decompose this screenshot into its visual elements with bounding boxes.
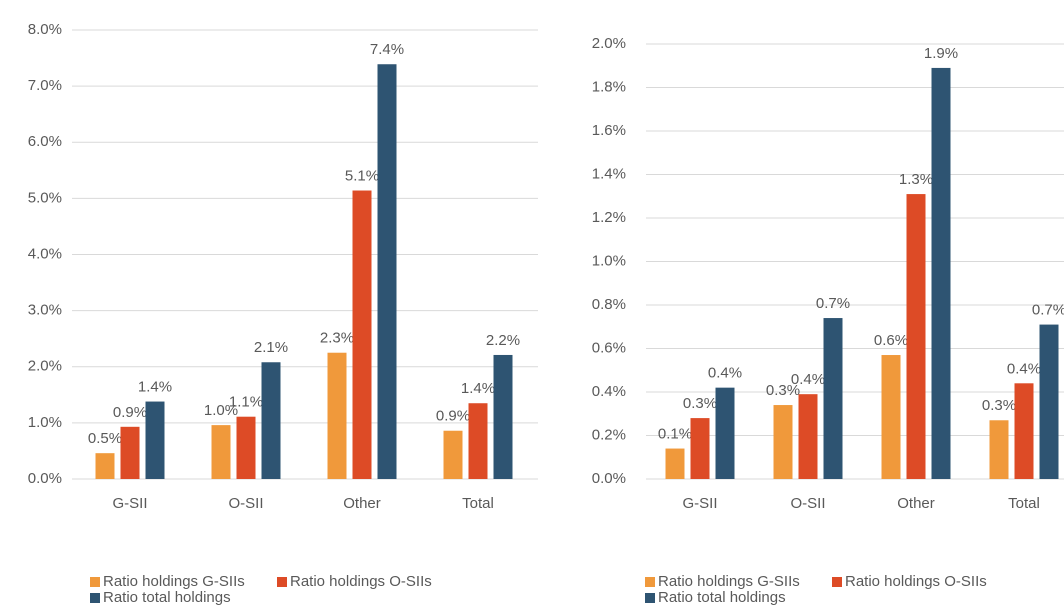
bar: [211, 425, 231, 479]
x-tick-label: Other: [897, 495, 935, 512]
data-label: 2.3%: [320, 330, 354, 347]
bar: [690, 418, 710, 479]
y-tick-label: 6.0%: [28, 133, 62, 150]
data-label: 2.1%: [254, 339, 288, 356]
y-tick-label: 1.8%: [592, 78, 626, 95]
legend-label: Ratio holdings O-SIIs: [290, 573, 432, 590]
legend-label: Ratio holdings G-SIIs: [658, 573, 800, 590]
legend-label: Ratio holdings G-SIIs: [103, 573, 245, 590]
bar: [823, 318, 843, 479]
legend-swatch: [832, 577, 842, 587]
data-label: 0.7%: [816, 295, 850, 312]
bar: [377, 64, 397, 479]
y-tick-label: 3.0%: [28, 302, 62, 319]
data-label: 2.2%: [486, 332, 520, 349]
bar: [1039, 324, 1059, 479]
data-label: 1.0%: [204, 402, 238, 419]
data-label: 0.4%: [708, 365, 742, 382]
bar: [468, 403, 488, 479]
y-tick-label: 1.4%: [592, 165, 626, 182]
bar: [327, 352, 347, 479]
bar: [236, 416, 256, 479]
data-label: 5.1%: [345, 167, 379, 184]
x-tick-label: G-SII: [112, 495, 147, 512]
data-label: 0.9%: [436, 408, 470, 425]
legend-label: Ratio total holdings: [658, 589, 786, 605]
data-label: 0.6%: [874, 332, 908, 349]
y-tick-label: 5.0%: [28, 189, 62, 206]
bar: [261, 362, 281, 479]
data-label: 0.4%: [1007, 360, 1041, 377]
x-tick-label: O-SII: [228, 495, 263, 512]
legend-label: Ratio total holdings: [103, 589, 231, 605]
y-tick-label: 0.0%: [28, 470, 62, 487]
x-tick-label: Total: [1008, 495, 1040, 512]
legend-swatch: [90, 577, 100, 587]
legend-swatch: [645, 577, 655, 587]
y-tick-label: 1.6%: [592, 122, 626, 139]
x-tick-label: O-SII: [790, 495, 825, 512]
bar: [715, 387, 735, 479]
y-tick-label: 1.0%: [592, 252, 626, 269]
y-tick-label: 0.2%: [592, 426, 626, 443]
data-label: 0.4%: [791, 371, 825, 388]
data-label: 0.3%: [683, 395, 717, 412]
data-label: 0.1%: [658, 426, 692, 443]
bar: [443, 430, 463, 479]
data-label: 0.9%: [113, 404, 147, 421]
legend-label: Ratio holdings O-SIIs: [845, 573, 987, 590]
y-tick-label: 0.8%: [592, 296, 626, 313]
bar: [798, 394, 818, 479]
bar: [665, 448, 685, 479]
y-tick-label: 0.6%: [592, 339, 626, 356]
bar: [145, 401, 165, 479]
legend-swatch: [277, 577, 287, 587]
data-label: 0.3%: [766, 382, 800, 399]
data-label: 1.4%: [138, 379, 172, 396]
y-tick-label: 2.0%: [28, 358, 62, 375]
bar: [989, 420, 1009, 479]
data-label: 0.3%: [982, 397, 1016, 414]
data-label: 1.9%: [924, 45, 958, 62]
bar: [95, 453, 115, 479]
data-label: 7.4%: [370, 41, 404, 58]
bar: [493, 354, 513, 479]
x-tick-label: Total: [462, 495, 494, 512]
data-label: 1.3%: [899, 171, 933, 188]
bar: [773, 405, 793, 479]
y-tick-label: 1.0%: [28, 414, 62, 431]
bar: [1014, 383, 1034, 479]
bar: [352, 190, 372, 479]
y-tick-label: 4.0%: [28, 245, 62, 262]
bar: [120, 426, 140, 479]
legend-swatch: [90, 593, 100, 603]
bar: [906, 194, 926, 479]
bar: [881, 355, 901, 479]
data-label: 0.5%: [88, 430, 122, 447]
data-label: 1.4%: [461, 380, 495, 397]
y-tick-label: 7.0%: [28, 77, 62, 94]
legend-swatch: [645, 593, 655, 603]
y-tick-label: 0.4%: [592, 383, 626, 400]
y-tick-label: 1.2%: [592, 209, 626, 226]
y-tick-label: 8.0%: [28, 21, 62, 38]
x-tick-label: Other: [343, 495, 381, 512]
y-tick-label: 2.0%: [592, 35, 626, 52]
y-tick-label: 0.0%: [592, 470, 626, 487]
x-tick-label: G-SII: [682, 495, 717, 512]
bar: [931, 67, 951, 480]
data-label: 1.1%: [229, 394, 263, 411]
data-label: 0.7%: [1032, 302, 1064, 319]
